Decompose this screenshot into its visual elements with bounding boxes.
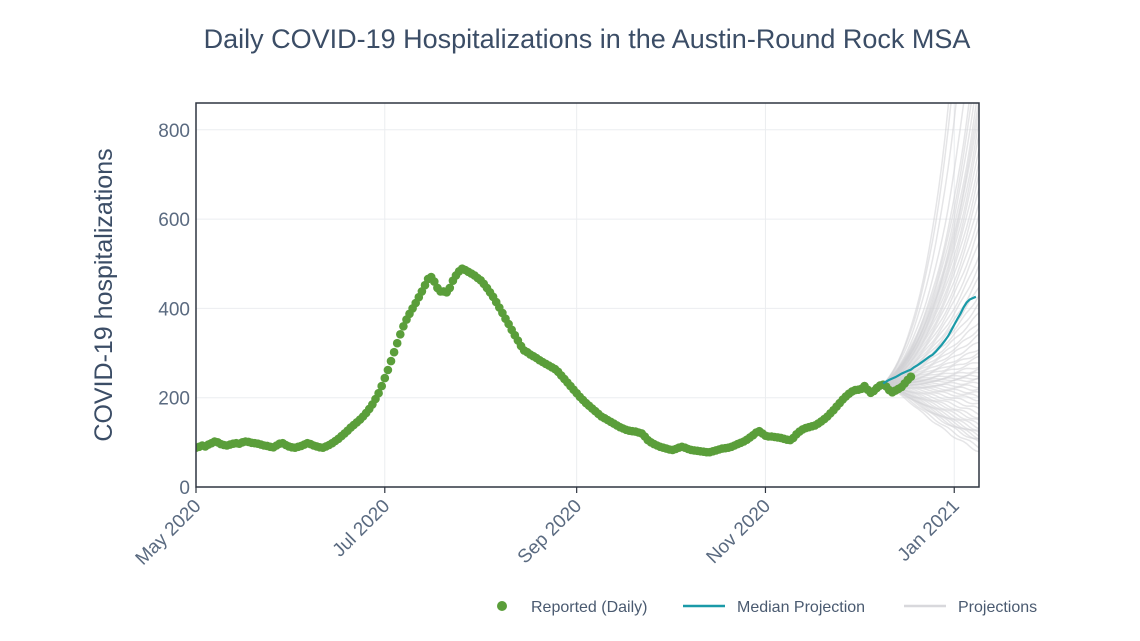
reported-point [383, 365, 393, 375]
y-tick-label: 0 [179, 478, 190, 499]
x-tick-label: May 2020 [132, 496, 206, 570]
x-tick-label: Jul 2020 [329, 496, 395, 562]
legend[interactable]: Reported (Daily) Median Projection Proje… [497, 599, 1037, 616]
legend-projections-label: Projections [958, 599, 1037, 616]
y-axis-title: COVID-19 hospitalizations [90, 148, 118, 441]
plot-frame [195, 102, 980, 488]
reported-point [377, 381, 387, 391]
reported-point [392, 338, 402, 348]
x-tick-label: Jan 2021 [894, 496, 964, 566]
projection-line [882, 103, 965, 385]
legend-reported-label: Reported (Daily) [531, 599, 647, 616]
projection-line [882, 103, 957, 385]
projection-line [882, 161, 979, 385]
reported-point [906, 372, 916, 382]
y-tick-label: 200 [158, 389, 190, 410]
legend-reported-marker [497, 601, 507, 611]
reported-point [386, 356, 396, 366]
legend-item-median[interactable]: Median Projection [683, 599, 865, 616]
legend-item-reported[interactable]: Reported (Daily) [497, 599, 647, 616]
x-tick-label: Nov 2020 [703, 496, 775, 568]
reported-point [380, 373, 390, 383]
reported-point [445, 283, 455, 293]
legend-item-projections[interactable]: Projections [904, 599, 1037, 616]
grid [195, 103, 979, 487]
x-axis: May 2020 Jul 2020 Sep 2020 Nov 2020 Jan 2021 [132, 487, 964, 570]
y-tick-label: 400 [158, 299, 190, 320]
projection-line [882, 382, 979, 453]
reported-point [374, 388, 383, 398]
reported-points [196, 264, 916, 457]
projection-line [882, 103, 952, 384]
y-tick-label: 600 [158, 210, 190, 231]
reported-point [389, 347, 399, 357]
y-tick-label: 800 [158, 121, 190, 142]
reported-point [396, 330, 405, 339]
y-axis: 0 200 400 600 800 [158, 121, 190, 499]
median-projection-path [882, 295, 977, 385]
x-tick-label: Sep 2020 [514, 496, 586, 568]
chart-title: Daily COVID-19 Hospitalizations in the A… [204, 24, 971, 54]
legend-median-label: Median Projection [737, 599, 865, 616]
projections-lines [882, 103, 979, 453]
reported-point [399, 322, 408, 331]
median-projection-line [882, 295, 977, 385]
